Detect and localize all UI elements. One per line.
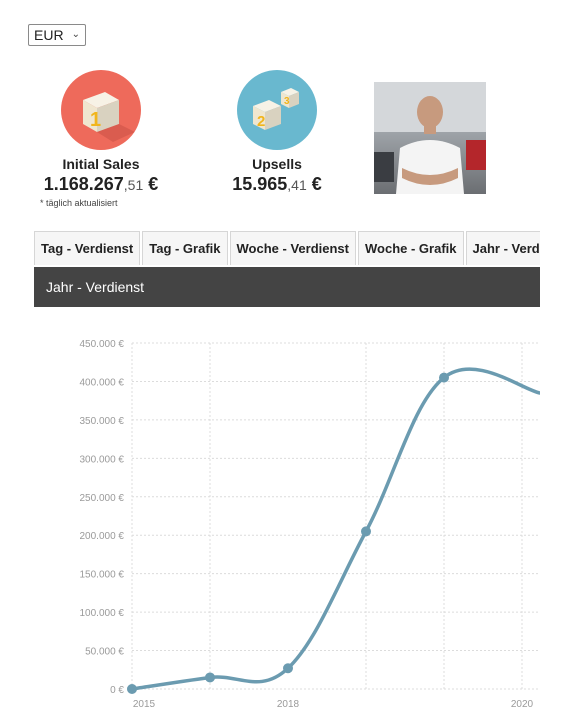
chevron-down-icon: ⌄ <box>71 29 80 40</box>
svg-text:3: 3 <box>284 96 290 107</box>
y-tick-label: 300.000 € <box>80 454 125 465</box>
data-point <box>283 663 293 674</box>
tab-day-chart[interactable]: Tag - Grafik <box>142 231 228 265</box>
series-line <box>130 367 540 691</box>
y-tick-label: 400.000 € <box>80 377 125 388</box>
initial-sales-amount: 1.168.267,51 € <box>43 174 159 194</box>
y-tick-label: 0 € <box>110 685 124 696</box>
initial-sales-label: Initial Sales <box>62 156 140 172</box>
tab-year-earnings[interactable]: Jahr - Verdienst <box>465 231 540 265</box>
currency-value: EUR <box>34 27 64 43</box>
tab-week-chart[interactable]: Woche - Grafik <box>357 231 464 265</box>
data-point <box>439 372 449 383</box>
cube-two-three-icon: 2 3 <box>237 70 317 150</box>
stat-upsells: 2 3 Upsells 15.965,41 € <box>212 70 342 195</box>
update-footnote: * täglich aktualisiert <box>40 198 118 208</box>
year-earnings-chart: 450.000 € 400.000 € 350.000 € 300.000 € 250.… <box>34 307 540 717</box>
profile-photo <box>374 82 486 194</box>
tab-bar: Tag - Verdienst Tag - Grafik Woche - Verdi… <box>34 231 540 267</box>
y-tick-label: 250.000 € <box>80 493 125 504</box>
currency-select[interactable]: EUR ⌄ <box>28 24 86 46</box>
tab-week-earnings[interactable]: Woche - Verdienst <box>229 231 356 265</box>
svg-text:1: 1 <box>90 109 101 131</box>
x-tick-label: 2020 <box>511 699 534 710</box>
x-tick-label: 2018 <box>277 699 300 710</box>
y-tick-label: 150.000 € <box>80 570 125 581</box>
chart-svg: 450.000 € 400.000 € 350.000 € 300.000 € 250.… <box>80 339 540 710</box>
data-point <box>361 526 371 537</box>
stat-initial-sales: 1 Initial Sales 1.168.267,51 € <box>36 70 166 195</box>
cube-one-icon: 1 <box>61 70 141 150</box>
tab-day-earnings[interactable]: Tag - Verdienst <box>34 231 141 265</box>
svg-text:2: 2 <box>257 113 265 130</box>
data-point <box>205 672 215 683</box>
upsells-label: Upsells <box>252 156 302 172</box>
y-tick-label: 50.000 € <box>85 647 124 658</box>
y-tick-label: 100.000 € <box>80 608 125 619</box>
y-tick-label: 450.000 € <box>80 339 125 350</box>
upsells-amount: 15.965,41 € <box>232 174 322 194</box>
x-tick-label: 2015 <box>133 699 156 710</box>
y-tick-label: 350.000 € <box>80 416 125 427</box>
y-tick-label: 200.000 € <box>80 531 125 542</box>
data-point <box>127 684 137 694</box>
panel-title: Jahr - Verdienst <box>34 267 540 307</box>
